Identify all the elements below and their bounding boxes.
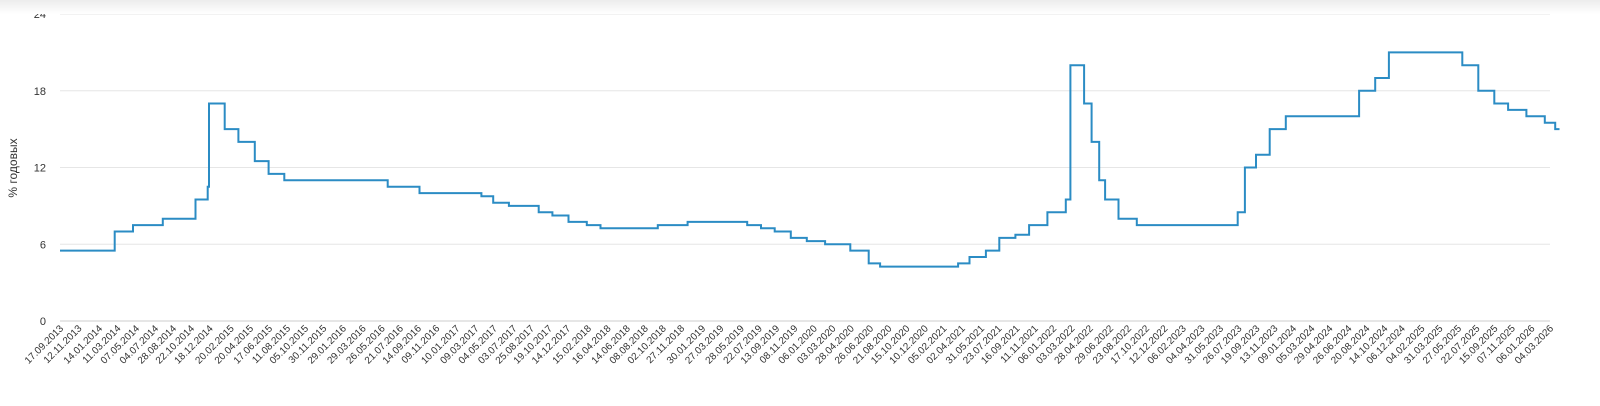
y-tick-label: 18 [34, 86, 46, 98]
y-tick-label: 0 [40, 316, 46, 328]
rate-series-line [60, 51, 1560, 268]
grid-lines [60, 13, 1550, 322]
y-tick-label: 6 [40, 239, 46, 251]
y-tick-label: 12 [34, 163, 46, 175]
top-band [0, 0, 1600, 14]
x-tick-labels: 17.09.201312.11.201314.01.201411.03.2014… [23, 323, 1556, 366]
y-axis-label: % годовых [6, 138, 20, 197]
